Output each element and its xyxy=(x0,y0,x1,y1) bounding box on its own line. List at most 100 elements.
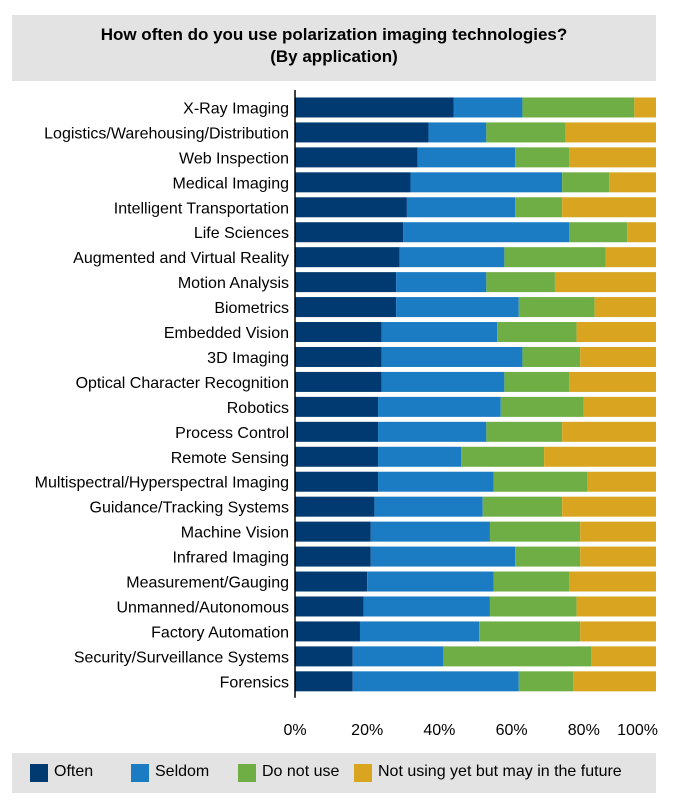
category-label-motion-analysis: Motion Analysis xyxy=(178,275,289,292)
bar-segment-often-optical-character-recognition xyxy=(295,371,382,392)
chart-title: How often do you use polarization imagin… xyxy=(100,25,568,44)
bar-segment-often-unmanned-autonomous xyxy=(295,596,364,617)
bar-segment-do-not-use-motion-analysis xyxy=(486,272,555,293)
bar-segment-not-using-yet-but-may-in-the-future-forensics xyxy=(572,671,656,692)
category-label-augmented-and-virtual-reality: Augmented and Virtual Reality xyxy=(73,250,289,267)
bar-segment-seldom-unmanned-autonomous xyxy=(363,596,490,617)
category-label-embedded-vision: Embedded Vision xyxy=(164,325,289,342)
bar-segment-often-biometrics xyxy=(295,297,397,318)
bar-segment-seldom-machine-vision xyxy=(370,521,490,542)
bar-segment-not-using-yet-but-may-in-the-future-multispectral-hyperspectral-imaging xyxy=(587,471,656,492)
category-label-infrared-imaging: Infrared Imaging xyxy=(172,550,289,567)
bar-segment-not-using-yet-but-may-in-the-future-biometrics xyxy=(594,297,656,318)
bar-chart: X-Ray Imaging Logistics/Warehousing/Distr… xyxy=(35,90,658,739)
bar-segment-seldom-guidance-tracking-systems xyxy=(374,496,483,517)
bar-segment-do-not-use-machine-vision xyxy=(489,521,581,542)
bar-segment-not-using-yet-but-may-in-the-future-unmanned-autonomous xyxy=(576,596,656,617)
category-label-remote-sensing: Remote Sensing xyxy=(171,450,289,467)
bar-segment-often-security-surveillance-systems xyxy=(295,646,353,667)
category-label-security-surveillance-systems: Security/Surveillance Systems xyxy=(74,649,289,666)
bar-segment-often-web-inspection xyxy=(295,147,418,168)
legend-label-not-yet: Not using yet but may in the future xyxy=(378,763,622,780)
bar-segment-seldom-logistics-warehousing-distribution xyxy=(428,122,487,143)
bar-segment-often-augmented-and-virtual-reality xyxy=(295,247,400,268)
bar-segment-seldom-process-control xyxy=(378,421,487,442)
bar-segment-do-not-use-unmanned-autonomous xyxy=(489,596,577,617)
bar-segment-often-infrared-imaging xyxy=(295,546,371,567)
category-label-intelligent-transportation: Intelligent Transportation xyxy=(114,200,289,217)
bar-segment-do-not-use-multispectral-hyperspectral-imaging xyxy=(493,471,588,492)
legend-swatch-seldom xyxy=(131,764,149,782)
category-label-medical-imaging: Medical Imaging xyxy=(173,175,290,192)
bar-segment-not-using-yet-but-may-in-the-future-life-sciences xyxy=(627,222,656,243)
bar-segment-seldom-x-ray-imaging xyxy=(453,97,523,118)
category-label-x-ray-imaging: X-Ray Imaging xyxy=(183,100,289,117)
bar-segment-often-embedded-vision xyxy=(295,322,382,343)
bar-segment-not-using-yet-but-may-in-the-future-motion-analysis xyxy=(554,272,656,293)
bar-segment-often-guidance-tracking-systems xyxy=(295,496,375,517)
bar-segment-often-robotics xyxy=(295,396,379,417)
bar-segment-not-using-yet-but-may-in-the-future-infrared-imaging xyxy=(580,546,656,567)
bar-segment-not-using-yet-but-may-in-the-future-medical-imaging xyxy=(609,172,656,193)
x-tick-label-3: 60% xyxy=(496,722,528,739)
bar-segment-seldom-embedded-vision xyxy=(381,322,498,343)
bar-segment-not-using-yet-but-may-in-the-future-3d-imaging xyxy=(580,346,656,367)
x-tick-label-2: 40% xyxy=(423,722,455,739)
bar-segment-do-not-use-logistics-warehousing-distribution xyxy=(486,122,566,143)
category-label-robotics: Robotics xyxy=(227,400,289,417)
bar-segment-seldom-life-sciences xyxy=(403,222,570,243)
bar-segment-do-not-use-embedded-vision xyxy=(497,322,577,343)
legend-label-seldom: Seldom xyxy=(155,763,210,780)
bar-segment-not-using-yet-but-may-in-the-future-web-inspection xyxy=(569,147,656,168)
category-label-process-control: Process Control xyxy=(175,425,289,442)
bar-segment-seldom-web-inspection xyxy=(417,147,516,168)
bar-segment-do-not-use-process-control xyxy=(486,421,563,442)
bar-segment-not-using-yet-but-may-in-the-future-intelligent-transportation xyxy=(562,197,656,218)
bar-segment-do-not-use-augmented-and-virtual-reality xyxy=(504,247,606,268)
bar-segment-seldom-infrared-imaging xyxy=(370,546,516,567)
bar-segment-not-using-yet-but-may-in-the-future-remote-sensing xyxy=(544,446,656,467)
category-label-web-inspection: Web Inspection xyxy=(179,150,289,167)
bar-segment-do-not-use-medical-imaging xyxy=(562,172,610,193)
bar-segment-do-not-use-x-ray-imaging xyxy=(522,97,635,118)
category-label-life-sciences: Life Sciences xyxy=(194,225,289,242)
category-label-3d-imaging: 3D Imaging xyxy=(207,350,289,367)
bar-segment-do-not-use-intelligent-transportation xyxy=(515,197,563,218)
bar-segment-often-multispectral-hyperspectral-imaging xyxy=(295,471,379,492)
bar-segment-not-using-yet-but-may-in-the-future-embedded-vision xyxy=(576,322,656,343)
bar-segment-not-using-yet-but-may-in-the-future-robotics xyxy=(583,396,656,417)
bar-segment-do-not-use-security-surveillance-systems xyxy=(443,646,592,667)
category-label-factory-automation: Factory Automation xyxy=(151,624,289,641)
bar-segment-do-not-use-optical-character-recognition xyxy=(504,371,570,392)
bar-segment-do-not-use-web-inspection xyxy=(515,147,570,168)
bar-segment-often-life-sciences xyxy=(295,222,404,243)
category-label-multispectral-hyperspectral-imaging: Multispectral/Hyperspectral Imaging xyxy=(35,475,289,492)
category-label-biometrics: Biometrics xyxy=(214,300,289,317)
bar-segment-do-not-use-robotics xyxy=(500,396,584,417)
bar-segment-often-machine-vision xyxy=(295,521,371,542)
legend-swatch-do-not-use xyxy=(238,764,256,782)
bar-segment-do-not-use-life-sciences xyxy=(569,222,628,243)
bar-segment-seldom-augmented-and-virtual-reality xyxy=(399,247,505,268)
bar-segment-often-x-ray-imaging xyxy=(295,97,454,118)
bar-segment-do-not-use-guidance-tracking-systems xyxy=(482,496,563,517)
bar-segment-seldom-security-surveillance-systems xyxy=(352,646,444,667)
category-label-forensics: Forensics xyxy=(220,674,289,691)
bar-segment-not-using-yet-but-may-in-the-future-process-control xyxy=(562,421,656,442)
bar-segment-often-logistics-warehousing-distribution xyxy=(295,122,429,143)
bar-segment-do-not-use-measurement-gauging xyxy=(493,571,570,592)
bar-segment-seldom-biometrics xyxy=(396,297,519,318)
bar-segment-often-remote-sensing xyxy=(295,446,379,467)
bar-segment-not-using-yet-but-may-in-the-future-optical-character-recognition xyxy=(569,371,656,392)
x-tick-label-4: 80% xyxy=(568,722,600,739)
category-label-measurement-gauging: Measurement/Gauging xyxy=(126,575,289,592)
bar-segment-do-not-use-remote-sensing xyxy=(461,446,545,467)
legend: Often Seldom Do not use Not using yet bu… xyxy=(12,753,656,793)
bar-segment-do-not-use-3d-imaging xyxy=(522,346,581,367)
bar-segment-seldom-optical-character-recognition xyxy=(381,371,505,392)
bar-segment-seldom-robotics xyxy=(378,396,501,417)
legend-label-do-not-use: Do not use xyxy=(262,763,340,780)
bar-segment-often-3d-imaging xyxy=(295,346,382,367)
bar-segment-often-medical-imaging xyxy=(295,172,411,193)
bar-segment-not-using-yet-but-may-in-the-future-x-ray-imaging xyxy=(634,97,656,118)
